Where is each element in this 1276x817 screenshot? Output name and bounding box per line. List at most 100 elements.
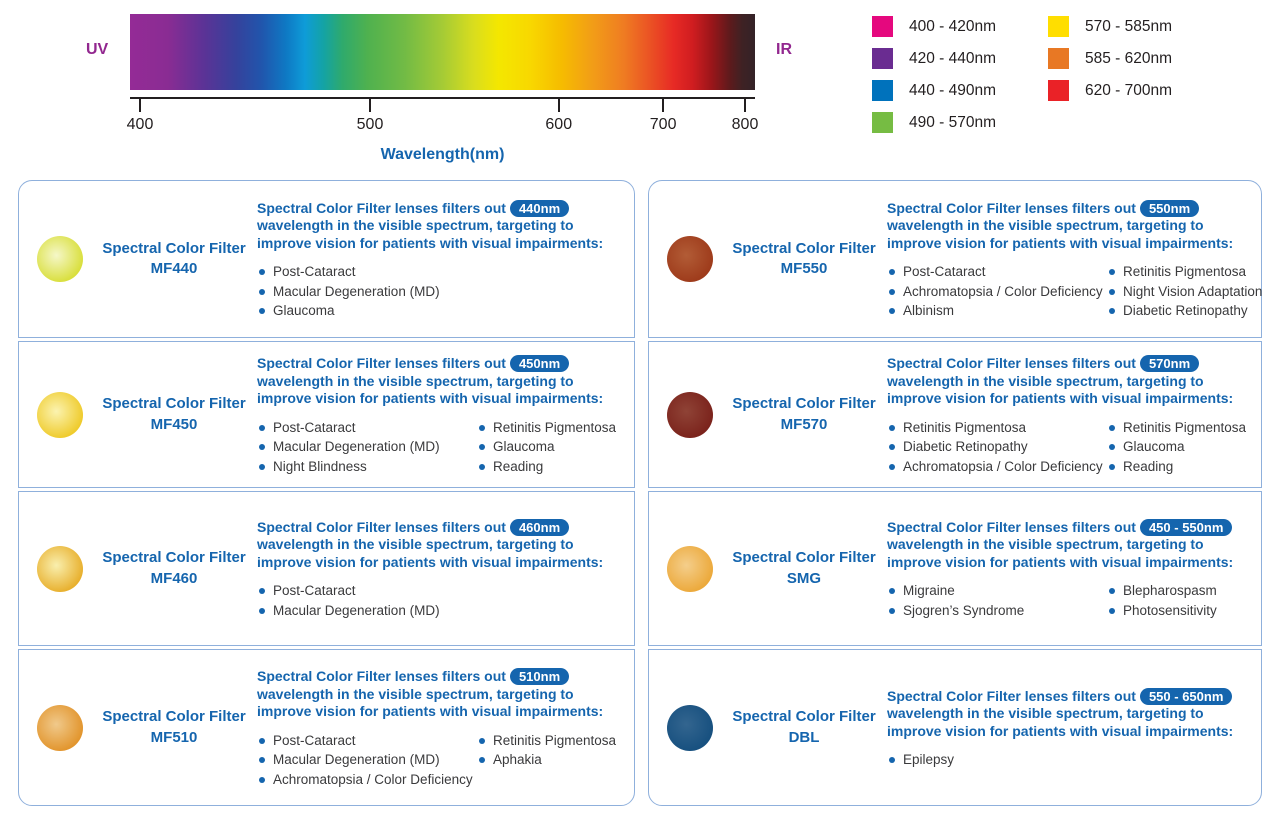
axis-tick-label: 600 (545, 116, 573, 133)
legend-column-2: 570 - 585nm 585 - 620nm 620 - 700nm (1048, 16, 1172, 144)
legend-item: 585 - 620nm (1048, 48, 1172, 69)
impairment-list: Retinitis Pigmentosa Diabetic Retinopath… (887, 420, 1107, 475)
card-details: Spectral Color Filter lenses filters out… (257, 181, 634, 337)
impairment-item: Photosensitivity (1107, 603, 1249, 619)
axis-title: Wavelength(nm) (380, 146, 505, 163)
legend-column-1: 400 - 420nm 420 - 440nm 440 - 490nm 490 … (872, 16, 1048, 144)
legend-swatch-icon (872, 112, 893, 133)
legend-swatch-icon (872, 80, 893, 101)
impairment-item: Post-Cataract (257, 584, 477, 599)
bullet-dot-icon (1109, 269, 1115, 275)
wavelength-badge: 450 - 550nm (1139, 518, 1233, 536)
card-title: Spectral Color Filter MF460 (95, 548, 253, 589)
bullet-dot-icon (479, 463, 485, 470)
legend-swatch-icon (872, 16, 893, 37)
impairment-lists: Post-Cataract Achromatopsia / Color Defi… (887, 264, 1262, 319)
description-text: wavelength in the visible spectrum, targ… (887, 217, 1204, 233)
description-text: wavelength in the visible spectrum, targ… (257, 536, 574, 553)
bullet-dot-icon (259, 757, 265, 763)
impairment-item: Retinitis Pigmentosa (887, 420, 1107, 436)
legend-label: 400 - 420nm (909, 17, 997, 35)
impairment-lists: Epilepsy (887, 752, 1249, 768)
ir-label: IR (776, 41, 792, 58)
bullet-dot-icon (259, 444, 265, 450)
bullet-dot-icon (889, 288, 895, 295)
impairment-item: Post-Cataract (257, 733, 477, 749)
card-model: MF510 (150, 728, 198, 746)
card-identity: Spectral Color Filter SMG (649, 492, 887, 645)
impairment-list: Post-Cataract Macular Degeneration (MD) … (257, 420, 477, 475)
wavelength-badge: 460nm (509, 518, 570, 536)
impairment-item: Glaucoma (257, 303, 477, 319)
card-title-text: Spectral Color Filter (732, 395, 876, 413)
description-text: wavelength in the visible spectrum, targ… (257, 217, 574, 233)
impairment-item: Albinism (887, 303, 1107, 319)
card-details: Spectral Color Filter lenses filters out… (887, 181, 1274, 337)
card-model: MF570 (780, 415, 828, 433)
bullet-dot-icon (259, 463, 265, 470)
card-title: Spectral Color Filter MF550 (725, 239, 883, 280)
wavelength-badge: 550 - 650nm (1139, 687, 1233, 705)
card-description: Spectral Color Filter lenses filters out… (257, 355, 622, 408)
description-text: Spectral Color Filter lenses filters out (887, 687, 1136, 704)
impairment-item: Blepharospasm (1107, 584, 1249, 599)
wavelength-axis: 400 500 600 700 800 (127, 97, 758, 139)
bullet-dot-icon (259, 776, 265, 783)
impairment-item: Retinitis Pigmentosa (477, 420, 622, 436)
impairment-list: Retinitis Pigmentosa Glaucoma Reading (477, 420, 622, 475)
card-mf460: Spectral Color Filter MF460 Spectral Col… (18, 491, 635, 646)
cards-column-left: Spectral Color Filter MF440 Spectral Col… (18, 180, 635, 806)
description-text: improve vision for patients with visual … (257, 553, 604, 570)
impairment-item: Retinitis Pigmentosa (477, 733, 622, 749)
description-text: improve vision for patients with visual … (257, 390, 604, 406)
description-text: improve vision for patients with visual … (887, 234, 1234, 251)
card-title: Spectral Color Filter DBL (725, 707, 883, 748)
impairment-item: Glaucoma (477, 439, 622, 455)
impairment-list: Post-Cataract Macular Degeneration (MD) … (257, 733, 477, 788)
impairment-list: Retinitis Pigmentosa Glaucoma Reading (1107, 420, 1249, 475)
description-text: wavelength in the visible spectrum, targ… (887, 705, 1204, 721)
filter-cards: Spectral Color Filter MF440 Spectral Col… (18, 180, 1262, 806)
bullet-dot-icon (889, 424, 895, 431)
impairment-item: Night Blindness (257, 459, 477, 475)
card-description: Spectral Color Filter lenses filters out… (887, 687, 1249, 741)
card-description: Spectral Color Filter lenses filters out… (887, 199, 1262, 253)
impairment-item: Post-Cataract (887, 264, 1107, 280)
card-model: MF460 (150, 569, 198, 587)
impairment-item: Macular Degeneration (MD) (257, 284, 477, 300)
card-description: Spectral Color Filter lenses filters out… (887, 518, 1249, 572)
card-title-text: Spectral Color Filter (732, 239, 876, 257)
legend-item: 490 - 570nm (872, 112, 1048, 133)
wavelength-badge: 440nm (509, 199, 570, 217)
legend-label: 620 - 700nm (1085, 81, 1173, 99)
card-smg: Spectral Color Filter SMG Spectral Color… (648, 491, 1262, 646)
wavelength-badge: 550nm (1139, 199, 1200, 217)
bullet-dot-icon (479, 737, 485, 744)
card-model: DBL (788, 728, 820, 746)
legend-item: 400 - 420nm (872, 16, 1048, 37)
impairment-list: Migraine Sjogren’s Syndrome (887, 584, 1107, 618)
wavelength-badge: 450nm (509, 355, 570, 372)
card-title: Spectral Color Filter MF450 (95, 394, 253, 435)
description-text: improve vision for patients with visual … (257, 234, 604, 251)
bullet-dot-icon (889, 588, 895, 595)
impairment-lists: Migraine Sjogren’s Syndrome Blepharospas… (887, 584, 1249, 618)
impairment-item: Macular Degeneration (MD) (257, 439, 477, 455)
card-description: Spectral Color Filter lenses filters out… (887, 355, 1249, 408)
cards-column-right: Spectral Color Filter MF550 Spectral Col… (648, 180, 1262, 806)
description-text: Spectral Color Filter lenses filters out (887, 355, 1136, 371)
card-title: Spectral Color Filter MF440 (95, 239, 253, 280)
card-identity: Spectral Color Filter MF550 (649, 181, 887, 337)
wavelength-badge: 510nm (509, 668, 570, 685)
bullet-dot-icon (259, 308, 265, 314)
card-identity: Spectral Color Filter DBL (649, 650, 887, 805)
lens-swatch-icon (667, 704, 713, 751)
card-details: Spectral Color Filter lenses filters out… (257, 492, 634, 645)
card-title-text: Spectral Color Filter (102, 708, 246, 726)
card-identity: Spectral Color Filter MF440 (19, 181, 257, 337)
wavelength-badge: 570nm (1139, 355, 1200, 372)
bullet-dot-icon (1109, 444, 1115, 450)
card-mf550: Spectral Color Filter MF550 Spectral Col… (648, 180, 1262, 338)
axis-tick (557, 99, 560, 112)
impairment-item: Diabetic Retinopathy (1107, 303, 1262, 319)
